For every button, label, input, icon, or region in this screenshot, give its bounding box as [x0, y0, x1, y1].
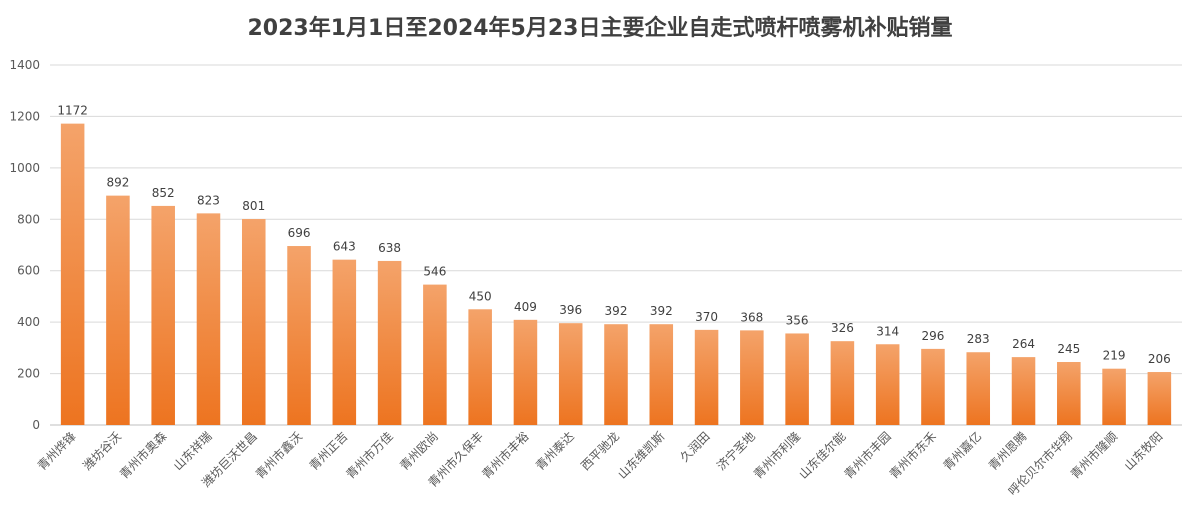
y-tick-label: 1200	[9, 109, 40, 123]
bar	[1102, 368, 1126, 425]
x-tick-label: 青州市奥森	[116, 429, 169, 482]
y-tick-label: 0	[32, 418, 40, 432]
data-label: 1172	[57, 104, 88, 118]
bar	[1011, 357, 1036, 425]
data-label: 696	[288, 226, 311, 240]
y-tick-label: 1000	[9, 161, 40, 175]
x-tick-label: 青州市丰裕	[479, 429, 532, 482]
x-tick-label: 潍坊谷沃	[79, 429, 124, 474]
bar	[151, 205, 175, 425]
data-label: 392	[650, 304, 673, 318]
x-tick-label: 青州市丰园	[841, 429, 894, 482]
bar	[785, 333, 809, 425]
x-tick-label: 青州烨锋	[35, 429, 79, 473]
x-tick-label: 青州恩腾	[985, 429, 1030, 474]
y-tick-label: 400	[17, 315, 40, 329]
bars	[60, 123, 1172, 425]
data-label: 264	[1012, 337, 1035, 351]
bar	[332, 259, 357, 425]
data-label: 283	[967, 332, 990, 346]
y-tick-label: 200	[17, 367, 40, 381]
data-label: 396	[559, 303, 582, 317]
data-label: 206	[1148, 352, 1171, 366]
x-tick-label: 青州嘉亿	[940, 429, 985, 474]
bar	[377, 260, 402, 425]
bar	[558, 323, 583, 425]
data-label: 801	[242, 199, 265, 213]
bar	[830, 341, 855, 425]
y-axis: 0 200 400 600 800 1000 1200 1400	[9, 58, 40, 432]
bar	[1147, 372, 1172, 425]
bar	[649, 324, 674, 425]
bar	[513, 319, 538, 425]
chart-title: 2023年1月1日至2024年5月23日主要企业自走式喷杆喷雾机补贴销量	[247, 16, 953, 41]
x-tick-label: 山东牧阳	[1122, 429, 1166, 473]
x-tick-label: 山东维凯斯	[615, 429, 667, 481]
data-label: 892	[106, 176, 129, 190]
x-tick-label: 济宁圣地	[713, 429, 758, 474]
data-label: 314	[876, 324, 899, 338]
bar	[60, 123, 85, 425]
data-label: 356	[786, 313, 809, 327]
data-label: 823	[197, 193, 220, 207]
x-tick-label: 青州市鑫沃	[252, 429, 305, 482]
data-label: 296	[922, 329, 945, 343]
x-tick-label: 山东祥瑞	[171, 429, 215, 473]
y-tick-label: 600	[17, 264, 40, 278]
data-label: 409	[514, 300, 537, 314]
data-label: 368	[740, 310, 763, 324]
bar	[694, 329, 719, 425]
bar	[196, 213, 221, 425]
x-tick-label: 青州欧尚	[397, 429, 441, 473]
y-tick-label: 800	[17, 212, 40, 226]
y-tick-label: 1400	[9, 58, 40, 72]
bar	[740, 330, 764, 425]
bar	[106, 195, 130, 425]
x-tick-label: 青州市隆顺	[1067, 429, 1120, 482]
x-tick-label: 青州泰达	[533, 429, 577, 473]
data-label: 638	[378, 241, 401, 255]
data-label: 450	[469, 289, 492, 303]
x-tick-label: 青州正吉	[307, 429, 351, 473]
data-label: 245	[1057, 342, 1080, 356]
bar	[1057, 362, 1081, 425]
x-tick-label: 青州市万佳	[343, 429, 396, 482]
bar	[604, 324, 628, 425]
bar	[921, 348, 945, 425]
bar	[423, 284, 447, 425]
data-label: 852	[152, 186, 175, 200]
data-label: 219	[1103, 349, 1126, 363]
bar	[875, 344, 900, 425]
bar	[468, 309, 492, 425]
bar	[966, 352, 991, 425]
x-tick-label: 西平驰龙	[578, 429, 622, 473]
data-label: 392	[605, 304, 628, 318]
data-label: 370	[695, 310, 718, 324]
data-label: 326	[831, 321, 854, 335]
x-tick-label: 青州市东禾	[886, 429, 939, 482]
data-label: 546	[423, 265, 446, 279]
data-label: 643	[333, 240, 356, 254]
bar	[287, 246, 311, 425]
bar	[241, 219, 266, 425]
data-labels: 1172 892 852 823 801 696 643 638 546 450 409 396 392…	[57, 104, 1170, 366]
x-tick-label: 山东佳尔能	[795, 429, 848, 482]
x-tick-label: 久润田	[677, 429, 712, 464]
x-tick-label: 青州市利隆	[750, 429, 803, 482]
